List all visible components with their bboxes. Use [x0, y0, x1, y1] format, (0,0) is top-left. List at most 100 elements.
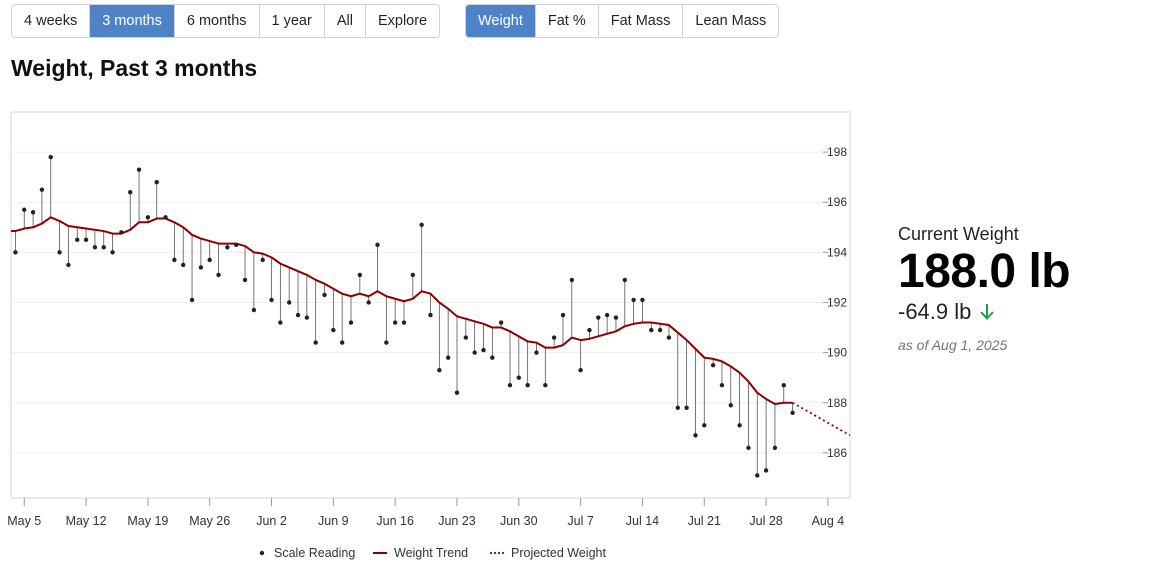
- range-all-button[interactable]: All: [325, 5, 366, 37]
- x-tick-label: Jul 21: [688, 514, 721, 528]
- scale-reading-dot: [684, 405, 689, 410]
- scale-reading-dot: [30, 210, 36, 215]
- scale-reading-dot: [13, 250, 18, 255]
- scale-reading-dot: [198, 265, 204, 270]
- scale-reading-dot: [181, 262, 186, 268]
- scale-reading-dot: [596, 315, 601, 320]
- scale-reading-dot: [604, 312, 610, 318]
- x-tick-label: Jul 7: [567, 514, 593, 528]
- x-axis-ticks: May 5 May 12 May 19 May 26 Jun 2 Jun 9 Jun 16 J…: [7, 498, 844, 528]
- scale-reading-dot: [728, 403, 733, 408]
- scale-reading-dot: [295, 312, 301, 318]
- scale-reading-dot: [772, 445, 778, 451]
- scale-reading-dot: [136, 167, 142, 172]
- x-tick-label: Jun 23: [438, 514, 476, 528]
- scale-reading-dot: [366, 300, 371, 305]
- range-4-weeks-button[interactable]: 4 weeks: [12, 5, 91, 37]
- scale-reading-dot: [463, 335, 469, 340]
- scale-reading-dot: [525, 383, 530, 388]
- scale-reading-dot: [154, 179, 159, 185]
- scale-reading-dot: [569, 277, 575, 283]
- scale-reading-dot: [48, 154, 53, 160]
- y-tick-label: 198: [827, 145, 847, 159]
- scale-reading-dot: [286, 300, 292, 305]
- metric-fat-mass-button[interactable]: Fat Mass: [599, 5, 684, 37]
- metric-fat-button[interactable]: Fat %: [536, 5, 599, 37]
- range-6-months-button[interactable]: 6 months: [175, 5, 260, 37]
- scale-reading-dot: [172, 257, 177, 263]
- scale-reading-dot: [348, 320, 354, 325]
- scale-reading-dot: [649, 327, 654, 333]
- page-title: Weight, Past 3 months: [11, 55, 258, 81]
- scale-reading-dot: [234, 242, 239, 248]
- scale-reading-dot: [419, 222, 424, 227]
- y-tick-label: 190: [827, 346, 847, 360]
- scale-reading-dot: [622, 277, 627, 283]
- scale-reading-dot: [304, 315, 310, 320]
- metric-lean-mass-button[interactable]: Lean Mass: [695, 13, 767, 29]
- current-weight-value: 188.0 lb: [898, 245, 1071, 298]
- scale-reading-dot: [498, 320, 504, 325]
- current-weight-panel: Current Weight 188.0 lb -64.9 lb as of A…: [898, 224, 1071, 353]
- scale-reading-dot: [490, 355, 495, 360]
- scale-reading-dot: [710, 362, 716, 368]
- scale-reading-dot: [587, 327, 592, 333]
- scale-reading-dot: [57, 250, 62, 255]
- scale-reading-dot: [666, 335, 672, 340]
- scale-reading-dot: [313, 340, 318, 345]
- y-tick-label: 194: [827, 245, 847, 259]
- scale-reading-dot: [578, 367, 583, 373]
- scale-reading-dot: [392, 320, 398, 325]
- x-tick-label: Jun 16: [376, 514, 414, 528]
- x-tick-label: May 12: [66, 514, 107, 528]
- x-tick-label: Jul 28: [749, 514, 782, 528]
- residual-stems: [15, 157, 793, 476]
- x-tick-label: Jun 30: [500, 514, 538, 528]
- scale-reading-dot: [225, 245, 230, 250]
- legend-label: Scale Reading: [274, 546, 355, 560]
- metric-weight-button[interactable]: Weight: [466, 5, 536, 37]
- scale-reading-dot: [551, 335, 557, 340]
- scale-reading-dot: [384, 340, 389, 345]
- range-3-months-button[interactable]: 3 months: [90, 5, 175, 37]
- scale-reading-dot: [613, 315, 619, 320]
- y-tick-label: 196: [827, 195, 847, 209]
- scale-reading-dot: [719, 383, 725, 388]
- scale-reading-dot: [401, 320, 407, 325]
- scale-readings: [13, 154, 795, 478]
- scale-reading-dot: [755, 473, 760, 478]
- scale-reading-dot: [693, 433, 698, 438]
- range-selector: 4 weeks 3 months 6 months 1 year All Explore: [11, 4, 441, 38]
- scale-reading-dot: [428, 312, 433, 318]
- scale-reading-dot: [472, 350, 477, 355]
- scale-reading-dot: [119, 230, 124, 235]
- scale-reading-dot: [101, 245, 106, 250]
- scale-reading-dot: [278, 320, 283, 325]
- arrow-down-icon: [980, 304, 995, 321]
- legend-dot-marker: [259, 550, 265, 556]
- scale-reading-dot: [242, 277, 248, 283]
- y-tick-label: 188: [827, 396, 847, 410]
- scale-reading-dot: [322, 292, 327, 298]
- x-tick-label: Jun 9: [318, 514, 349, 528]
- range-1-year-button[interactable]: 1 year: [260, 5, 325, 37]
- scale-reading-dot: [75, 237, 80, 243]
- trend-layer: [11, 216, 851, 437]
- x-tick-label: May 19: [127, 514, 168, 528]
- scale-reading-dot: [357, 272, 363, 278]
- range-explore-button[interactable]: Explore: [377, 13, 428, 29]
- plot-area: [10, 111, 851, 499]
- x-tick-label: May 26: [189, 514, 230, 528]
- scale-reading-dot: [543, 383, 548, 388]
- scale-reading-dot: [66, 262, 71, 268]
- scale-reading-dot: [92, 245, 98, 250]
- scale-reading-dot: [216, 272, 221, 278]
- current-weight-label: Current Weight: [898, 224, 1019, 244]
- scale-reading-dot: [454, 390, 460, 395]
- scale-reading-dot: [260, 257, 265, 263]
- legend: Scale Reading Weight Trend Projected Weigh…: [259, 546, 606, 560]
- scale-reading-dot: [410, 272, 416, 278]
- scale-reading-dot: [128, 190, 133, 195]
- scale-reading-dot: [207, 257, 212, 263]
- scale-reading-dot: [763, 468, 769, 473]
